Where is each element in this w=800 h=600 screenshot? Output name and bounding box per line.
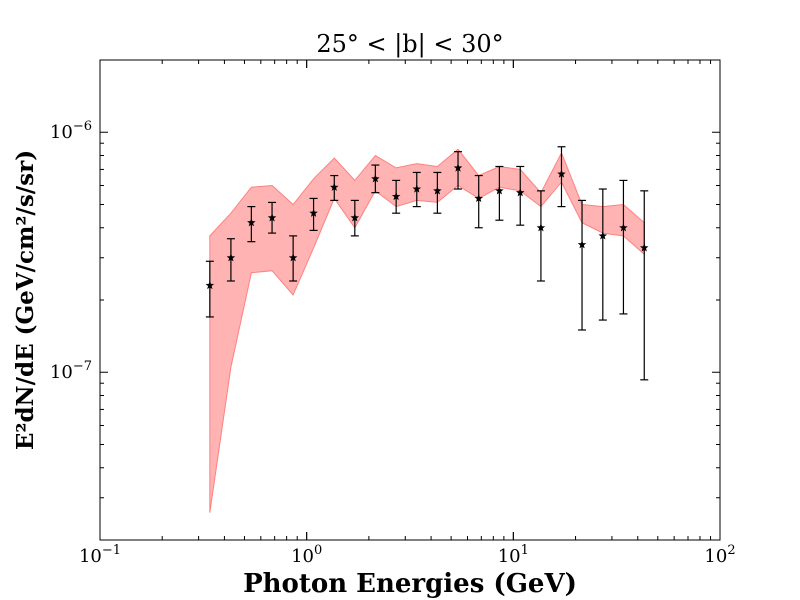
data-point xyxy=(619,223,628,232)
data-point xyxy=(577,240,587,249)
data-point xyxy=(495,186,504,195)
data-point xyxy=(391,191,401,201)
plot-area xyxy=(205,146,649,513)
data-point xyxy=(433,186,442,195)
data-point xyxy=(247,218,256,227)
data-point xyxy=(557,169,566,178)
data-point xyxy=(412,184,422,193)
data-point xyxy=(309,208,318,217)
data-point xyxy=(371,174,380,183)
data-point xyxy=(474,193,483,203)
x-tick-label: 100 xyxy=(291,543,322,567)
axis-ticks: 10−1 100 101 102 10−7 10−6 xyxy=(50,59,736,567)
data-point xyxy=(598,231,608,240)
y-tick-label: 10−7 xyxy=(50,359,92,383)
y-axis-label: E²dN/dE (GeV/cm²/s/sr) xyxy=(12,150,39,450)
data-point xyxy=(288,253,298,262)
data-point xyxy=(226,253,236,262)
plot-frame xyxy=(99,59,721,541)
data-point xyxy=(205,280,215,290)
data-point xyxy=(639,243,649,252)
x-axis-label: Photon Energies (GeV) xyxy=(243,569,577,599)
data-point xyxy=(515,188,525,197)
data-point xyxy=(350,213,360,222)
x-tick-label: 10−1 xyxy=(79,543,121,567)
data-point xyxy=(453,163,463,172)
data-point xyxy=(536,223,546,232)
data-point xyxy=(329,182,339,191)
chart-title: 25° < |b| < 30° xyxy=(316,30,503,59)
uncertainty-band xyxy=(209,148,645,513)
x-tick-label: 102 xyxy=(704,543,735,567)
data-point xyxy=(267,213,277,222)
y-tick-label: 10−6 xyxy=(50,119,92,143)
x-tick-label: 101 xyxy=(498,543,529,567)
